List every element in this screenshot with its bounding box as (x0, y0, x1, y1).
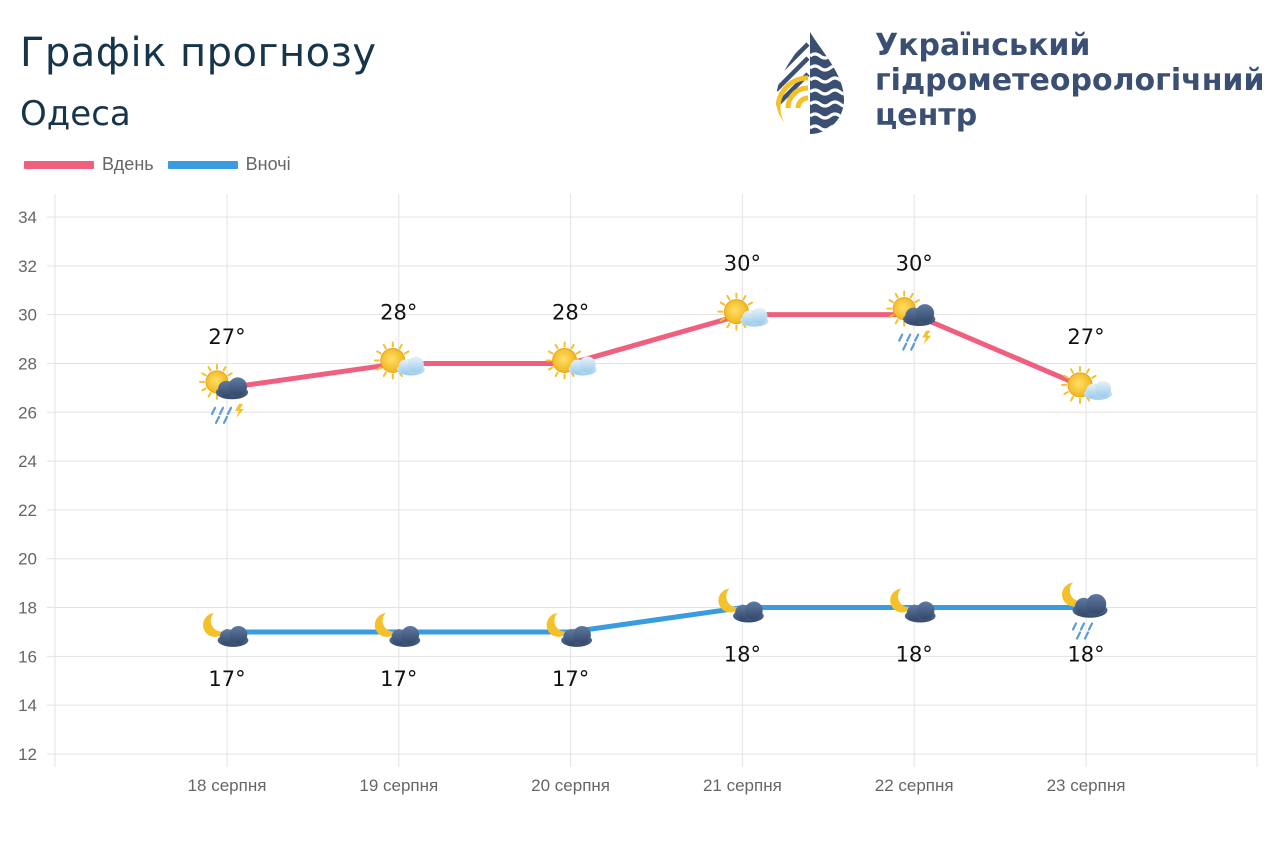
day-value-label: 28° (380, 300, 417, 324)
x-tick-label: 23 серпня (1047, 776, 1126, 795)
day-series-line (224, 312, 1089, 391)
city-name: Одеса (20, 94, 131, 134)
night-value-label: 17° (552, 667, 589, 691)
sun-cloud-thunderstorm-icon (886, 290, 936, 351)
sun-cloud-icon (717, 292, 769, 331)
legend-label-night: Вночі (245, 154, 291, 174)
moon-cloud-rain-icon (1062, 582, 1108, 640)
moon-cloud-icon (374, 612, 421, 647)
night-value-label: 17° (380, 667, 417, 691)
y-tick-label: 12 (18, 745, 37, 764)
night-value-label: 18° (724, 643, 761, 667)
moon-cloud-icon (546, 612, 592, 647)
y-tick-label: 18 (18, 599, 37, 618)
day-value-label: 30° (896, 252, 933, 276)
sun-cloud-icon (1061, 365, 1112, 404)
y-tick-label: 20 (18, 550, 37, 569)
moon-cloud-icon (718, 588, 764, 623)
sun-cloud-icon (373, 341, 425, 380)
moon-cloud-icon (890, 588, 936, 623)
water-drop-logo-icon (776, 32, 844, 134)
legend-swatch-night (167, 160, 238, 169)
x-tick-label: 20 серпня (531, 776, 610, 795)
y-tick-label: 26 (18, 403, 37, 422)
y-tick-label: 32 (18, 257, 37, 276)
y-tick-label: 28 (18, 354, 37, 373)
day-value-label: 27° (208, 325, 245, 349)
day-value-label: 28° (552, 300, 589, 324)
organization-name: Український гідрометеорологічний центр (875, 28, 1264, 133)
night-value-label: 18° (896, 643, 933, 667)
y-tick-label: 14 (18, 696, 37, 715)
legend-item-night[interactable]: Вночі (167, 154, 291, 175)
organization-name-line2: гідрометеорологічний (875, 63, 1265, 98)
moon-cloud-icon (203, 612, 249, 647)
y-tick-label: 30 (18, 306, 37, 325)
legend-item-day[interactable]: Вдень (24, 154, 154, 175)
organization-name-line1: Український (875, 28, 1091, 63)
x-tick-label: 18 серпня (188, 776, 267, 795)
day-value-label: 27° (1067, 325, 1104, 349)
night-value-label: 18° (1067, 643, 1104, 667)
sun-cloud-thunderstorm-icon (199, 363, 249, 424)
chart-legend: Вдень Вночі (24, 154, 291, 175)
y-tick-label: 22 (18, 501, 37, 520)
page-title: Графік прогнозу (20, 30, 377, 76)
x-tick-label: 22 серпня (875, 776, 954, 795)
day-value-label: 30° (724, 252, 761, 276)
x-tick-label: 21 серпня (703, 776, 782, 795)
y-tick-label: 34 (18, 208, 37, 227)
legend-swatch-day (24, 160, 94, 169)
night-value-label: 17° (208, 667, 245, 691)
sun-cloud-icon (545, 341, 597, 380)
y-tick-label: 24 (18, 452, 37, 471)
organization-name-line3: центр (875, 98, 978, 133)
night-series-line (224, 605, 1089, 635)
x-tick-label: 19 серпня (359, 776, 438, 795)
y-tick-label: 16 (18, 647, 37, 666)
legend-label-day: Вдень (102, 154, 154, 174)
